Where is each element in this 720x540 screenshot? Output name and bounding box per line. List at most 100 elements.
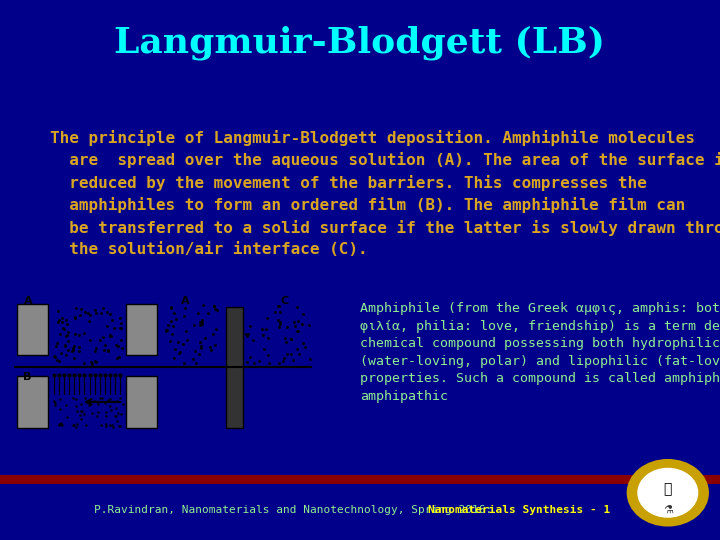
Point xyxy=(179,359,190,368)
Point xyxy=(305,355,316,364)
Point xyxy=(53,357,65,366)
Point xyxy=(261,314,272,323)
Point xyxy=(172,338,184,346)
Point xyxy=(84,335,96,344)
Point xyxy=(273,358,284,367)
Point xyxy=(56,313,68,322)
Point xyxy=(104,331,115,340)
Point xyxy=(114,324,125,333)
Point xyxy=(53,421,64,429)
Point xyxy=(244,322,256,330)
Point xyxy=(285,335,297,344)
Point xyxy=(202,308,214,317)
Point xyxy=(51,355,63,364)
Point xyxy=(68,421,80,430)
Point xyxy=(52,318,63,327)
Bar xyxy=(126,376,156,428)
Point xyxy=(60,401,72,409)
Text: Langmuir-Blodgett (LB): Langmuir-Blodgett (LB) xyxy=(114,26,606,60)
Bar xyxy=(126,303,156,355)
Point xyxy=(96,308,107,317)
Point xyxy=(292,326,303,335)
Point xyxy=(260,325,271,333)
Point xyxy=(272,302,284,310)
Point xyxy=(68,354,80,362)
Point xyxy=(56,318,68,327)
Point xyxy=(277,357,289,366)
Point xyxy=(86,408,97,417)
Point xyxy=(89,306,101,314)
Point xyxy=(114,410,126,418)
Text: The principle of Langmuir-Blodgett deposition. Amphiphile molecules
  are  sprea: The principle of Langmuir-Blodgett depos… xyxy=(50,130,720,256)
Point xyxy=(48,352,60,360)
Point xyxy=(50,399,61,407)
Point xyxy=(208,301,220,310)
Point xyxy=(170,315,181,323)
Point xyxy=(110,340,122,349)
Point xyxy=(60,332,72,340)
Point xyxy=(209,302,220,311)
Point xyxy=(49,400,60,409)
Point xyxy=(53,306,64,315)
Point xyxy=(204,343,216,352)
Point xyxy=(161,326,172,335)
Point xyxy=(94,335,106,344)
Point xyxy=(162,321,174,329)
Point xyxy=(104,395,115,403)
Point xyxy=(253,357,264,366)
Point xyxy=(84,310,96,319)
Point xyxy=(296,320,307,328)
Point xyxy=(240,330,252,339)
Text: ⚗: ⚗ xyxy=(663,504,672,515)
Point xyxy=(68,421,79,429)
Point xyxy=(106,316,117,325)
Point xyxy=(280,337,292,346)
Point xyxy=(247,336,258,345)
Point xyxy=(194,320,206,329)
Point xyxy=(50,353,61,362)
Point xyxy=(73,346,84,355)
Point xyxy=(166,303,177,312)
Point xyxy=(89,356,101,365)
Point xyxy=(51,339,63,348)
Point xyxy=(209,301,220,310)
Point xyxy=(55,420,67,428)
Point xyxy=(66,347,78,355)
Point xyxy=(114,394,125,403)
Point xyxy=(282,323,293,332)
Point xyxy=(62,413,73,421)
Point xyxy=(104,402,116,410)
Point xyxy=(102,308,113,316)
Point xyxy=(169,345,181,354)
Point xyxy=(56,421,68,429)
Point xyxy=(55,419,66,428)
Point xyxy=(181,336,192,345)
Point xyxy=(273,322,284,331)
Point xyxy=(71,407,82,415)
Point xyxy=(248,359,259,367)
Point xyxy=(102,346,114,354)
Point xyxy=(86,357,97,366)
Point xyxy=(287,355,298,364)
Point xyxy=(189,321,200,329)
Point xyxy=(50,342,62,350)
Point xyxy=(74,410,86,419)
Point xyxy=(84,316,95,325)
Point xyxy=(297,309,308,318)
Point xyxy=(97,303,109,312)
Point xyxy=(99,399,111,407)
Point xyxy=(109,412,120,421)
Point xyxy=(111,354,122,362)
Point xyxy=(194,318,206,327)
Point xyxy=(60,350,71,359)
Point xyxy=(165,317,176,326)
Point xyxy=(113,408,125,417)
Point xyxy=(258,345,269,353)
Point xyxy=(102,321,113,330)
Point xyxy=(293,349,305,358)
Point xyxy=(100,420,112,428)
Point xyxy=(54,330,66,339)
Point xyxy=(58,325,69,334)
Point xyxy=(274,318,286,326)
Point xyxy=(197,320,208,329)
